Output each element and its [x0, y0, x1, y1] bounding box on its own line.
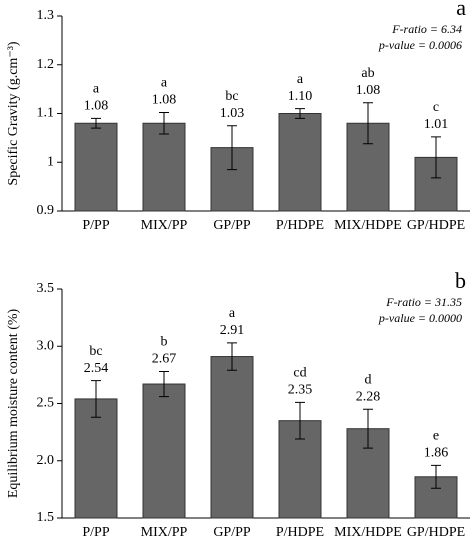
x-tick-label: GP/PP	[213, 525, 251, 538]
error-bar	[431, 136, 441, 179]
y-tick-label: 1	[47, 154, 54, 169]
panel-label: a	[456, 0, 466, 20]
x-tick-label: GP/HDPE	[407, 525, 465, 538]
bar	[210, 147, 254, 212]
value-label: 1.08	[84, 99, 109, 114]
value-label: 2.35	[288, 383, 313, 398]
error-bar	[159, 370, 169, 398]
error-bar	[363, 408, 373, 449]
value-label: 1.01	[424, 117, 449, 132]
annotation: p-value = 0.0000	[378, 311, 462, 325]
group-letter: cd	[293, 366, 306, 381]
group-letter: ab	[361, 66, 374, 81]
error-bar	[159, 112, 169, 135]
group-letter: b	[161, 335, 168, 350]
y-tick-label: 1.5	[37, 510, 55, 525]
error-bar	[91, 117, 101, 129]
group-letter: a	[161, 76, 168, 91]
value-label: 1.86	[424, 446, 449, 461]
error-bar	[363, 102, 373, 145]
y-tick-label: 1.3	[37, 8, 55, 23]
group-letter: bc	[89, 344, 102, 359]
annotation: F-ratio = 31.35	[385, 295, 462, 309]
bar	[74, 122, 118, 212]
y-axis-label: Specific Gravity (g.cm⁻³)	[6, 41, 21, 185]
x-tick-label: MIX/PP	[141, 525, 188, 538]
value-label: 2.28	[356, 389, 381, 404]
group-letter: d	[365, 372, 372, 387]
group-letter: bc	[225, 89, 238, 104]
y-tick-label: 1.1	[37, 106, 55, 121]
x-tick-label: MIX/PP	[141, 218, 188, 233]
value-label: 2.91	[220, 323, 245, 338]
x-tick-label: P/PP	[82, 218, 109, 233]
error-bar	[295, 108, 305, 119]
group-letter: c	[433, 100, 439, 115]
value-label: 1.10	[288, 89, 313, 104]
y-tick-label: 3.5	[37, 281, 55, 296]
y-tick-label: 2.0	[37, 453, 55, 468]
x-tick-label: MIX/HDPE	[334, 525, 402, 538]
group-letter: a	[93, 82, 100, 97]
bar	[74, 398, 118, 519]
error-bar	[431, 464, 441, 489]
bar	[210, 356, 254, 519]
x-tick-label: P/HDPE	[276, 525, 324, 538]
x-tick-label: P/PP	[82, 525, 109, 538]
value-label: 1.03	[220, 106, 245, 121]
group-letter: a	[229, 306, 236, 321]
value-label: 2.67	[152, 352, 177, 367]
y-tick-label: 0.9	[37, 203, 55, 218]
y-tick-label: 2.5	[37, 396, 55, 411]
panel-label: b	[455, 268, 466, 293]
value-label: 2.54	[84, 361, 109, 376]
bar	[142, 383, 186, 519]
y-tick-label: 3.0	[37, 338, 55, 353]
x-tick-label: GP/HDPE	[407, 218, 465, 233]
error-bar	[227, 342, 237, 371]
group-letter: a	[297, 72, 304, 87]
value-label: 1.08	[356, 83, 381, 98]
annotation: F-ratio = 6.34	[391, 22, 462, 36]
group-letter: e	[433, 429, 439, 444]
x-tick-label: MIX/HDPE	[334, 218, 402, 233]
bar	[278, 113, 322, 212]
y-tick-label: 1.2	[37, 57, 55, 72]
error-bar	[295, 401, 305, 440]
value-label: 1.08	[152, 93, 177, 108]
error-bar	[91, 380, 101, 418]
bar	[142, 122, 186, 212]
x-tick-label: GP/PP	[213, 218, 251, 233]
y-axis-label: Equilibrium moisture content (%)	[6, 308, 21, 498]
error-bar	[227, 125, 237, 171]
annotation: p-value = 0.0006	[378, 38, 462, 52]
x-tick-label: P/HDPE	[276, 218, 324, 233]
